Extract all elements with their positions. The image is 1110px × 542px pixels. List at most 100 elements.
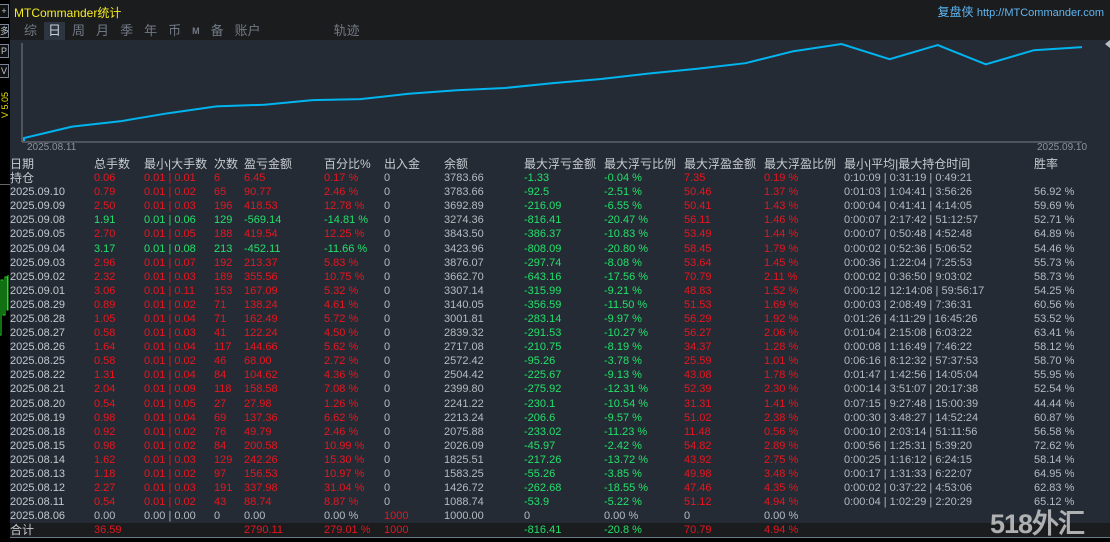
cell-date: 2025.08.18: [10, 425, 66, 438]
cell-count: 191: [214, 482, 233, 495]
cell-lots: 2.70: [94, 228, 116, 241]
cell-hold-time: 0:01:26 | 4:11:29 | 16:45:26: [844, 312, 978, 325]
cell-flow: 0: [384, 439, 391, 452]
table-row[interactable]: 2025.09.09 2.50 0.01 | 0.03 196 418.53 12.78 …: [10, 199, 1110, 213]
col-pnl[interactable]: 盈亏金额: [244, 157, 293, 171]
cell-count: 46: [214, 355, 227, 368]
table-row[interactable]: 2025.08.25 0.58 0.01 | 0.02 46 68.00 2.72 % 0 2…: [10, 354, 1110, 368]
cell-pnl: 68.00: [244, 355, 272, 368]
holding-row[interactable]: 持仓 0.06 0.01 | 0.01 6 6.45 0.17 % 0 3783.66 -1.3…: [10, 171, 1110, 185]
tab-account[interactable]: 账户: [234, 23, 261, 38]
cell-hold-time: 0:00:56 | 1:25:31 | 5:39:20: [844, 439, 973, 452]
col-lots[interactable]: 总手数: [94, 157, 131, 171]
cell-lots: 0.06: [94, 172, 116, 185]
table-row[interactable]: 2025.08.27 0.58 0.01 | 0.03 41 122.24 4.50 % 0…: [10, 326, 1110, 340]
cell-max-fp: 49.98: [684, 468, 712, 481]
collapse-arrow-icon[interactable]: [1105, 40, 1110, 48]
col-pct[interactable]: 百分比%: [324, 157, 371, 171]
table-row[interactable]: 2025.08.12 2.27 0.01 | 0.03 191 337.98 31.04 …: [10, 481, 1110, 495]
tab-yearly[interactable]: 年: [144, 23, 158, 38]
cell-date: 2025.08.29: [10, 298, 66, 311]
table-row[interactable]: 2025.09.03 2.96 0.01 | 0.07 192 213.37 5.83 %…: [10, 256, 1110, 270]
col-count[interactable]: 次数: [214, 157, 239, 171]
table-row[interactable]: 2025.08.13 1.18 0.01 | 0.02 97 156.53 10.97 %…: [10, 467, 1110, 481]
tab-notes[interactable]: 备: [210, 23, 224, 38]
cell-minmax: 0.01 | 0.02: [144, 355, 196, 368]
col-max-dd-pct[interactable]: 最大浮亏比例: [604, 157, 677, 171]
table-row[interactable]: 2025.09.10 0.79 0.01 | 0.02 65 90.77 2.46 % 0 3…: [10, 185, 1110, 199]
table-row[interactable]: 2025.08.20 0.54 0.01 | 0.05 27 27.98 1.26 % 0 2…: [10, 397, 1110, 411]
col-balance[interactable]: 余额: [444, 157, 469, 171]
col-hold-time[interactable]: 最小|平均|最大持仓时间: [844, 157, 971, 171]
cell-max-fp-pct: 0.00 %: [764, 510, 799, 523]
cell-balance: 3783.66: [444, 172, 484, 185]
table-row[interactable]: 2025.08.21 2.04 0.01 | 0.09 118 158.58 7.08 %…: [10, 382, 1110, 396]
brand-link[interactable]: 复盘侠 http://MTCommander.com: [937, 3, 1104, 20]
table-row[interactable]: 2025.09.02 2.32 0.01 | 0.03 189 355.56 10.75 …: [10, 270, 1110, 284]
table-row[interactable]: 2025.09.04 3.17 0.01 | 0.08 213 -452.11 -11.6…: [10, 241, 1110, 255]
tab-daily[interactable]: 日: [44, 22, 66, 40]
cell-minmax: 0.01 | 0.02: [144, 468, 196, 481]
table-row[interactable]: 2025.09.05 2.70 0.01 | 0.05 188 419.54 12.25 …: [10, 227, 1110, 241]
cell-max-dd: -206.6: [524, 411, 556, 424]
total-row[interactable]: 合计 36.59 2790.11 279.01 % 1000 -816.41 -20.8 %…: [10, 523, 1110, 538]
cell-max-fp-pct: 1.01 %: [764, 355, 799, 368]
cell-lots: 2.04: [94, 383, 116, 396]
cell-max-fp-pct: 4.35 %: [764, 482, 799, 495]
table-row[interactable]: 2025.08.14 1.62 0.01 | 0.03 129 242.26 15.30 …: [10, 453, 1110, 467]
tab-weekly[interactable]: 周: [72, 23, 86, 38]
cell-max-fp-pct: 1.44 %: [764, 228, 799, 241]
tab-quarterly[interactable]: 季: [120, 23, 134, 38]
table-row[interactable]: 2025.08.28 1.05 0.01 | 0.04 71 162.49 5.72 % 0…: [10, 312, 1110, 326]
table-row[interactable]: 2025.08.19 0.98 0.01 | 0.04 69 137.36 6.62 % 0…: [10, 411, 1110, 425]
col-flow[interactable]: 出入金: [384, 157, 421, 171]
cell-balance: 3140.05: [444, 298, 484, 311]
v-button[interactable]: V: [0, 64, 9, 78]
cell-flow: 0: [384, 411, 391, 424]
cell-flow: 0: [384, 482, 391, 495]
table-row[interactable]: 2025.08.11 0.54 0.01 | 0.02 43 88.74 8.87 % 0 1…: [10, 495, 1110, 509]
cell-flow: 0: [384, 355, 391, 368]
cell-max-fp: 7.35: [684, 172, 706, 185]
cell-lots: 2.32: [94, 270, 116, 283]
cell-lots: 0.98: [94, 411, 116, 424]
cell-pct: 12.78 %: [324, 200, 365, 213]
p-button[interactable]: P: [0, 44, 9, 58]
cell-max-dd-pct: -9.97 %: [604, 312, 642, 325]
cell-max-dd: -808.09: [524, 242, 562, 255]
equity-curve: [21, 42, 1083, 143]
cell-balance: 3783.66: [444, 186, 484, 199]
cell-pct: 5.32 %: [324, 284, 359, 297]
table-row[interactable]: 2025.08.22 1.31 0.01 | 0.04 84 104.62 4.36 % 0…: [10, 368, 1110, 382]
col-max-fp-pct[interactable]: 最大浮盈比例: [764, 157, 837, 171]
col-minmax-lots[interactable]: 最小|大手数: [144, 157, 208, 171]
col-max-fp[interactable]: 最大浮盈金额: [684, 157, 757, 171]
add-button[interactable]: +: [0, 4, 9, 18]
cell-date: 2025.08.20: [10, 397, 66, 410]
table-row[interactable]: 2025.08.26 1.64 0.01 | 0.04 117 144.66 5.62 %…: [10, 340, 1110, 354]
cell-balance: 3876.07: [444, 256, 484, 269]
tab-summary[interactable]: 综: [24, 23, 38, 38]
cell-win: 58.14 %: [1034, 453, 1075, 466]
cell-pnl: 137.36: [244, 411, 278, 424]
table-row[interactable]: 2025.08.06 0.00 0.00 | 0.00 0 0.00 0.00 % 1000…: [10, 509, 1110, 523]
tab-monthly[interactable]: 月: [96, 23, 110, 38]
cell-max-fp: 11.48: [684, 425, 711, 438]
table-row[interactable]: 2025.08.15 0.98 0.01 | 0.02 84 200.58 10.99 %…: [10, 439, 1110, 453]
tab-magic[interactable]: M: [192, 26, 200, 36]
table-row[interactable]: 2025.08.29 0.89 0.01 | 0.02 71 138.24 4.61 % 0…: [10, 298, 1110, 312]
col-max-dd[interactable]: 最大浮亏金额: [524, 157, 597, 171]
table-row[interactable]: 2025.09.01 3.06 0.01 | 0.11 153 167.09 5.32 %…: [10, 284, 1110, 298]
tab-track[interactable]: 轨迹: [333, 23, 360, 38]
cell-count: 129: [214, 453, 233, 466]
col-win-rate[interactable]: 胜率: [1034, 157, 1059, 171]
multi-button[interactable]: 多: [0, 24, 9, 38]
tab-symbol[interactable]: 币: [168, 23, 182, 38]
cell-hold-time: 0:00:30 | 3:48:27 | 14:52:24: [844, 411, 979, 424]
brand-url[interactable]: http://MTCommander.com: [976, 7, 1104, 19]
col-date[interactable]: 日期: [10, 157, 35, 171]
table-row[interactable]: 2025.08.18 0.92 0.01 | 0.02 76 49.79 2.46 % 0 2…: [10, 425, 1110, 439]
cell-max-fp-pct: 4.94 %: [764, 496, 799, 509]
cell-max-fp-pct: 1.45 %: [764, 256, 799, 269]
table-row[interactable]: 2025.09.08 1.91 0.01 | 0.06 129 -569.14 -14.8…: [10, 213, 1110, 227]
